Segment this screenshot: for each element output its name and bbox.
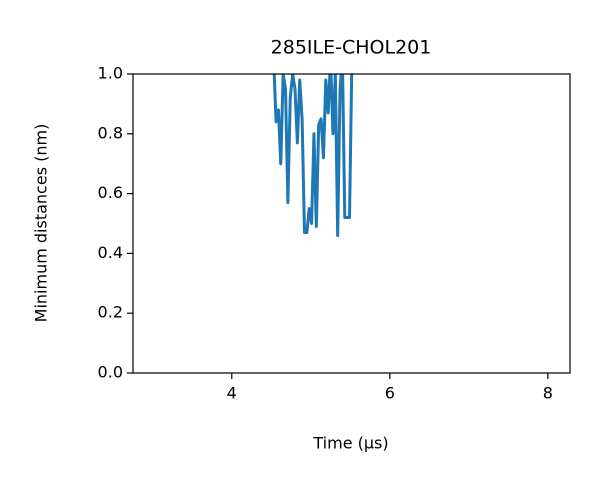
y-tick-label: 0.8	[98, 123, 123, 142]
x-axis-label: Time (μs)	[312, 434, 388, 453]
y-tick-label: 0.2	[98, 303, 123, 322]
plot-frame	[132, 73, 571, 374]
x-tick-label: 8	[543, 384, 553, 403]
data-line	[272, 74, 354, 237]
plot-area	[272, 74, 354, 237]
y-tick-label: 0.6	[98, 183, 123, 202]
y-tick-label: 1.0	[98, 64, 123, 83]
y-tick-label: 0.4	[98, 243, 123, 262]
y-tick-label: 0.0	[98, 363, 123, 382]
chart-title: 285ILE-CHOL201	[271, 37, 432, 59]
x-tick-label: 6	[385, 384, 395, 403]
x-tick-label: 4	[227, 384, 237, 403]
y-axis-label: Minimum distances (nm)	[32, 124, 51, 323]
